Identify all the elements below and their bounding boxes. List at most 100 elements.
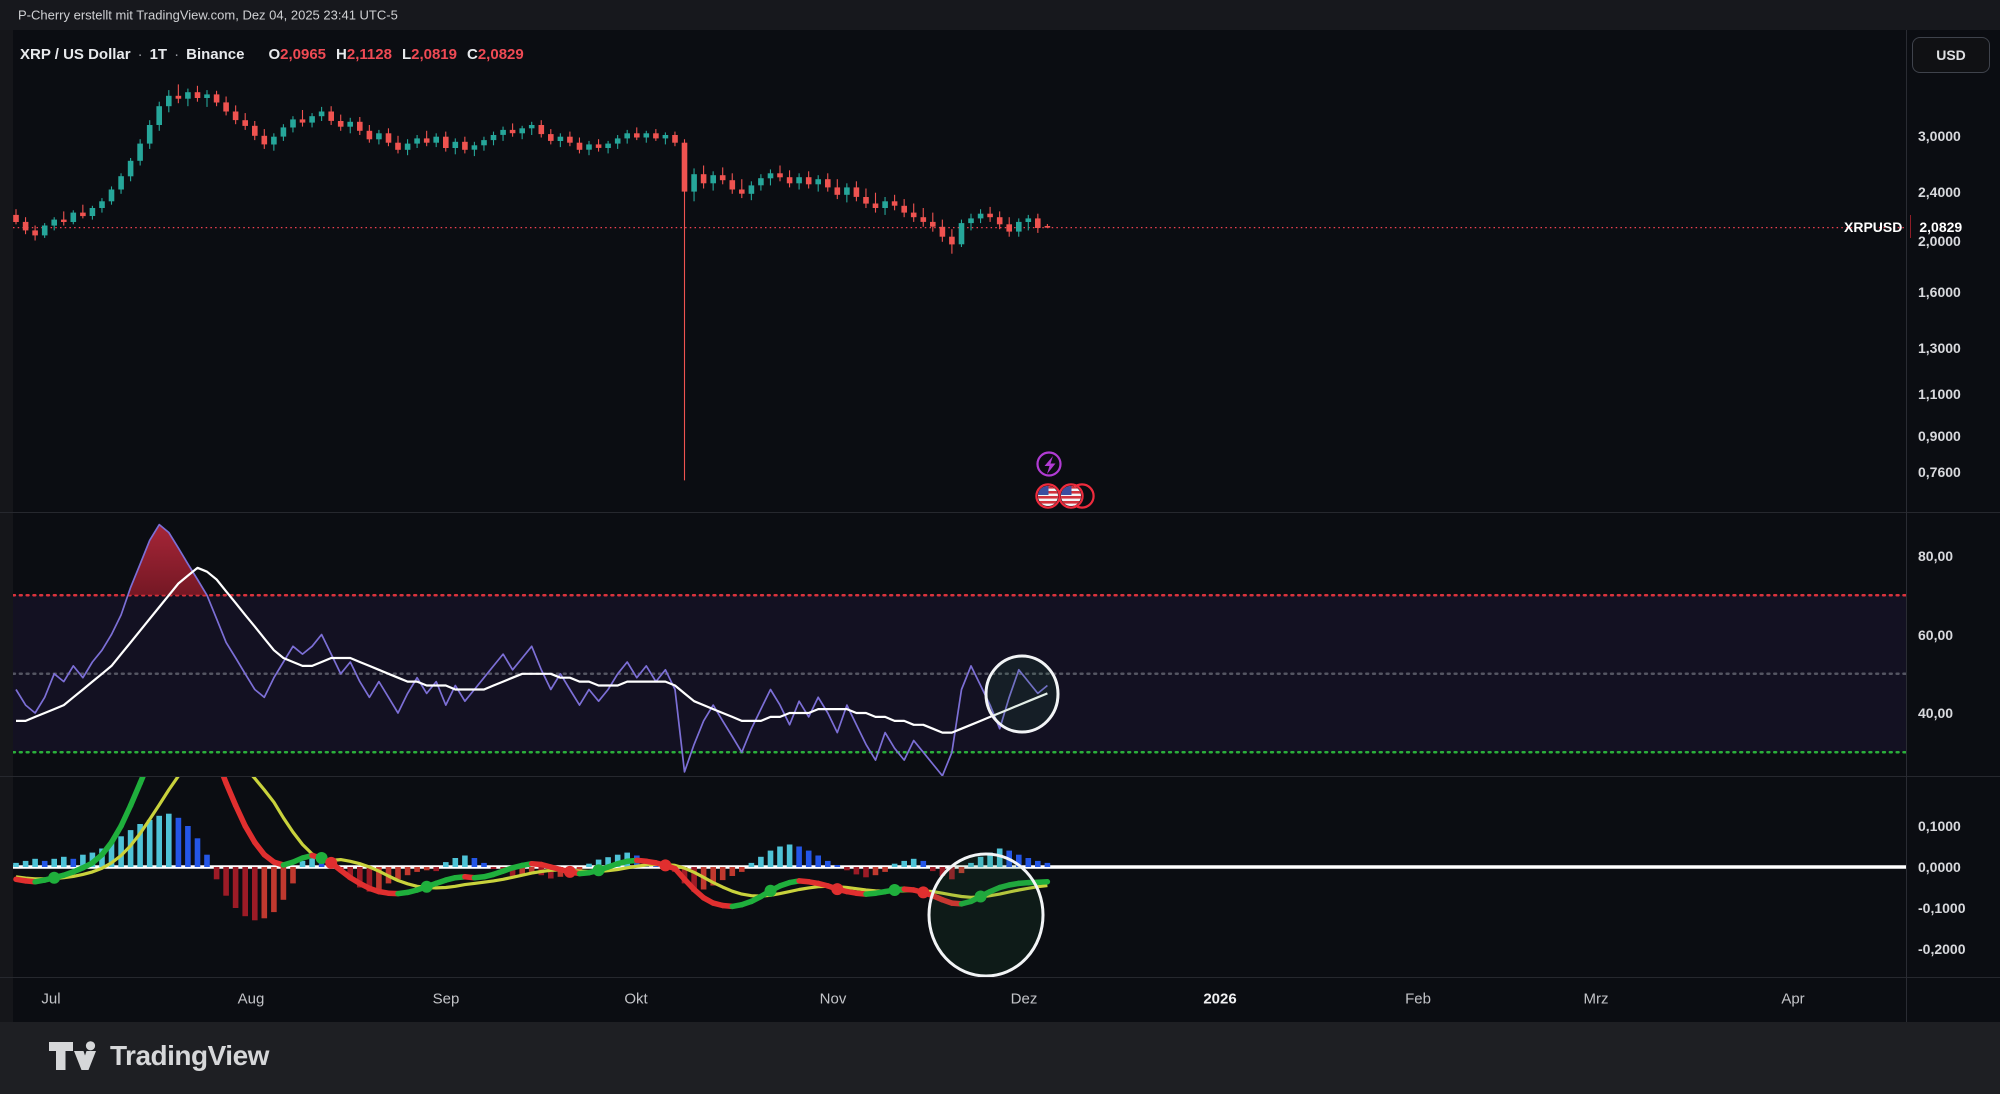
price-axis-separator <box>1906 30 1907 1022</box>
us-flag-event-icon-back[interactable] <box>1058 483 1084 509</box>
candle-body <box>61 219 67 222</box>
macd-histogram-bar <box>395 867 401 880</box>
candle-body <box>127 160 134 177</box>
macd-cross-up-dot <box>974 890 987 903</box>
rsi-line[interactable] <box>15 523 1048 776</box>
currency-toggle-button[interactable]: USD <box>1912 37 1990 73</box>
macd-line-segment <box>242 823 258 846</box>
macd-histogram-bar <box>137 824 143 867</box>
candle-body <box>528 125 535 129</box>
macd-histogram-bar <box>968 862 974 867</box>
macd-histogram-bar <box>204 854 210 867</box>
macd-histogram-bar <box>853 867 860 875</box>
macd-histogram-bar <box>108 842 115 867</box>
macd-histogram-bar <box>758 856 764 868</box>
candle-body <box>662 135 669 139</box>
candle-body <box>519 128 525 134</box>
exchange-label[interactable]: Binance <box>186 46 245 63</box>
macd-histogram-bar <box>595 859 602 867</box>
macd-histogram-bar <box>61 856 67 868</box>
macd-histogram-bar <box>280 867 287 900</box>
macd-histogram-bar <box>41 860 48 867</box>
candle-body <box>605 143 611 148</box>
candle-body <box>261 135 268 145</box>
macd-annotation-circle[interactable] <box>927 852 1045 977</box>
us-flag-event-icon[interactable] <box>1035 483 1061 509</box>
candle-body <box>719 175 726 181</box>
flash-event-icon[interactable] <box>1036 451 1062 477</box>
macd-histogram-bar <box>882 867 888 872</box>
macd-histogram-bar <box>357 867 363 888</box>
panel-divider-1[interactable] <box>0 512 2000 513</box>
macd-histogram-bar <box>404 867 411 876</box>
macd-histogram-bar <box>691 867 697 892</box>
candle-body <box>815 179 821 185</box>
macd-histogram-bar <box>767 850 774 867</box>
macd-histogram-bar <box>777 846 783 867</box>
tradingview-logo-text: TradingView <box>110 1040 269 1071</box>
candle-body <box>223 102 229 112</box>
macd-histogram-bar <box>471 858 478 867</box>
candle-body <box>844 187 850 195</box>
rsi-annotation-circle[interactable] <box>984 654 1060 734</box>
macd-histogram-bar <box>175 817 182 867</box>
macd-cross-up-dot <box>888 884 901 896</box>
price-tick-label: 1,3000 <box>1918 340 1961 356</box>
candlestick-plot[interactable] <box>13 84 1906 509</box>
macd-histogram-bar <box>891 863 898 867</box>
candle-body <box>481 140 487 146</box>
panel-divider-2[interactable] <box>0 776 2000 777</box>
macd-histogram-bar <box>414 867 420 872</box>
macd-histogram-bar <box>949 867 955 880</box>
low-label: L <box>401 46 412 63</box>
macd-histogram-bar <box>739 867 745 872</box>
candle-body <box>22 221 29 231</box>
candle-body <box>462 141 468 150</box>
macd-cross-down-dot <box>211 752 223 764</box>
badge-symbol: XRPUSD <box>1836 215 1912 238</box>
candle-body <box>825 179 831 188</box>
candle-body <box>595 144 602 148</box>
candle-body <box>156 106 162 125</box>
candle-body <box>41 225 48 236</box>
candle-body <box>834 187 841 195</box>
candle-body <box>328 111 334 121</box>
candle-body <box>920 217 927 222</box>
macd-histogram-bar <box>290 867 296 884</box>
symbol-name[interactable]: XRP / US Dollar <box>20 46 131 63</box>
candle-body <box>672 135 678 143</box>
candle-body <box>89 208 96 216</box>
time-tick-label: Nov <box>819 990 847 1008</box>
macd-line-segment <box>220 777 229 786</box>
macd-histogram-bar <box>156 815 162 868</box>
macd-histogram-bar <box>252 867 258 921</box>
macd-histogram-bar <box>576 867 583 871</box>
macd-histogram-bar <box>958 867 965 874</box>
candle-body <box>471 145 478 150</box>
tradingview-logo[interactable]: TradingView <box>48 1040 269 1072</box>
candle-body <box>204 94 210 98</box>
rsi-plot[interactable] <box>13 523 1906 776</box>
symbol-legend[interactable]: XRP / US Dollar · 1T · Binance O2,0965 H2,1128… <box>20 46 524 63</box>
candle-body <box>509 129 516 134</box>
rsi-ma-line[interactable] <box>16 566 1048 734</box>
macd-histogram-bar <box>490 867 497 869</box>
macd-histogram-bar <box>834 865 841 867</box>
macd-histogram-bar <box>1016 854 1022 867</box>
macd-histogram-bar <box>748 862 755 867</box>
open-value: 2,0965 <box>280 46 327 63</box>
candle-body <box>1025 218 1032 222</box>
candle-body <box>175 95 182 99</box>
last-price-badge[interactable]: XRPUSD 2,0829 <box>1836 215 1970 238</box>
close-value: 2,0829 <box>477 46 524 63</box>
macd-plot[interactable] <box>13 711 1906 977</box>
interval-label[interactable]: 1T <box>149 46 168 63</box>
candle-body <box>538 125 545 135</box>
open-label: O <box>268 46 281 63</box>
candle-body <box>490 135 497 141</box>
attribution-text: P-Cherry erstellt mit TradingView.com, D… <box>18 7 398 23</box>
time-tick-label: Feb <box>1405 990 1431 1008</box>
candle-body <box>299 119 306 123</box>
